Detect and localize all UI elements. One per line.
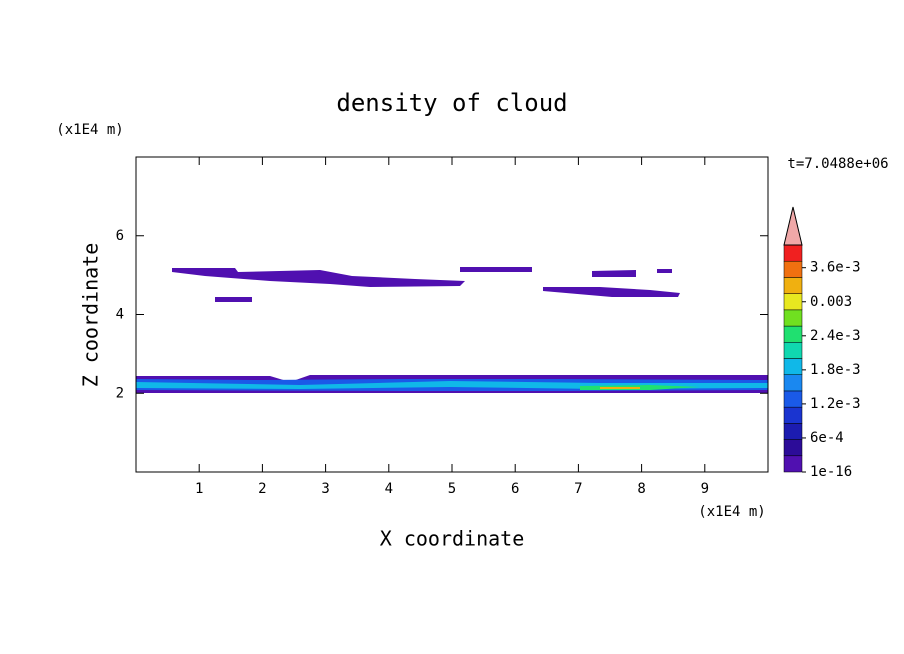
colorbar-band (783, 342, 803, 359)
colorbar-band (783, 390, 803, 408)
colorbar-band (783, 374, 803, 392)
colorbar-tick-label: 1.8e-3 (810, 362, 861, 378)
colorbar-band (783, 260, 803, 278)
x-tick-label: 1 (195, 481, 203, 497)
y-tick-label: 2 (116, 385, 124, 401)
colorbar-tick-label: 1e-16 (810, 464, 852, 480)
colorbar-band (783, 455, 803, 473)
colorbar-tick-label: 0.003 (810, 294, 852, 310)
colorbar-band (783, 293, 803, 311)
x-tick-label: 5 (448, 481, 456, 497)
contour-region (460, 267, 532, 272)
contour-region (600, 387, 640, 389)
colorbar-band (783, 406, 803, 424)
contour-region (172, 268, 465, 287)
y-axis-title: Z coordinate (79, 243, 103, 388)
colorbar-band (783, 358, 803, 375)
x-tick-label: 6 (511, 481, 519, 497)
colorbar-tick-label: 2.4e-3 (810, 328, 861, 344)
colorbar-tick-label: 6e-4 (810, 430, 844, 446)
x-unit: (x1E4 m) (698, 504, 765, 520)
plot-frame (135, 156, 769, 473)
colorbar-tick-label: 1.2e-3 (810, 396, 861, 412)
colorbar-band (783, 439, 803, 457)
colorbar-band (783, 423, 803, 440)
colorbar-band (783, 325, 803, 343)
x-tick-label: 4 (385, 481, 393, 497)
y-tick-label: 4 (116, 307, 124, 323)
y-unit: (x1E4 m) (56, 122, 123, 138)
x-tick-label: 2 (258, 481, 266, 497)
colorbar-band (783, 309, 803, 327)
x-tick-label: 9 (701, 481, 709, 497)
contour-region (592, 270, 636, 277)
x-axis-title: X coordinate (380, 527, 525, 551)
chart-title: density of cloud (336, 89, 567, 117)
x-tick-label: 8 (637, 481, 645, 497)
colorbar-tick-label: 3.6e-3 (810, 260, 861, 276)
colorbar-band (783, 277, 803, 294)
x-tick-label: 7 (574, 481, 582, 497)
contour-region (215, 297, 252, 302)
time-label: t=7.0488e+06 (787, 156, 888, 172)
contour-field (136, 267, 768, 393)
x-tick-label: 3 (321, 481, 329, 497)
contour-region (657, 269, 672, 273)
colorbar-extend (783, 206, 803, 246)
colorbar-band (783, 244, 803, 262)
y-tick-label: 6 (116, 228, 124, 244)
contour-region (543, 287, 680, 297)
